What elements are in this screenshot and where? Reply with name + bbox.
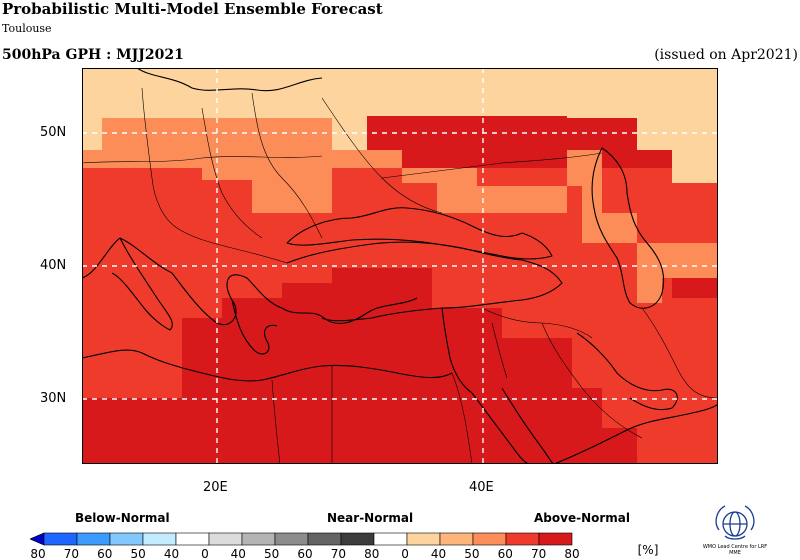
north-africa-coast [82,349,453,382]
map-title: Probabilistic Multi-Model Ensemble Forec… [2,0,383,18]
above-normal-label: Above-Normal [534,511,630,525]
near-swatch [340,532,375,546]
map-subtitle: Toulouse [2,22,52,35]
colorbar-tick-label: 60 [297,547,312,560]
colorbar-tick-label: 70 [331,547,346,560]
variable-label: 500hPa GPH : MJJ2021 [2,47,184,63]
europe-south-coast [82,237,418,326]
black-sea [286,207,553,260]
probability-colorbar: 80 70 60 50 40 0 40 50 60 70 80 0 40 50 60 70 80 [%] [30,532,659,560]
near-swatch [307,532,342,546]
levant-coast [441,307,473,394]
colorbar-tick-label: 50 [130,547,145,560]
lon-label-40: 40E [469,480,494,495]
above-swatch [439,532,474,546]
caspian-sea [591,147,665,309]
map-frame [82,68,718,464]
near-swatch [208,532,243,546]
colorbar-tick-label: 70 [64,547,79,560]
colorbar-tick-label: 40 [431,547,446,560]
colorbar-tick-label: 40 [164,547,179,560]
colorbar-tick-label: 60 [498,547,513,560]
lat-label-40: 40N [40,258,67,273]
grid-lines [82,68,718,464]
colorbar-arrow [30,532,45,546]
central-orange-rise [242,168,332,213]
near-swatch [175,532,210,546]
above-swatch [505,532,540,546]
below-normal-label: Below-Normal [75,511,170,525]
colorbar-ticks: 80 70 60 50 40 0 40 50 60 70 80 0 40 50 60 70 80 [30,547,579,560]
above-swatch [373,532,408,546]
lat-label-50: 50N [40,125,67,140]
below-swatch [142,532,177,546]
colorbar-tick-label: 70 [531,547,546,560]
turkey-outline [286,241,563,322]
above-swatch [406,532,441,546]
southern-band-red-ne [382,213,442,238]
below-swatch [43,532,78,546]
below-swatch [76,532,111,546]
baltic-north-coast [136,68,323,92]
near-swatch [241,532,276,546]
unit-label: [%] [638,543,659,557]
forecast-map [82,68,718,464]
north-band-light [82,68,718,183]
below-swatch [109,532,144,546]
lat-label-30: 30N [40,391,67,406]
above-swatch [538,532,573,546]
colorbar-tick-label: 50 [264,547,279,560]
italy-outline [111,237,173,331]
colorbar-tick-label: 80 [564,547,579,560]
colorbar-swatches [30,532,573,546]
colorbar-tick-label: 60 [97,547,112,560]
above-swatch [472,532,507,546]
lon-label-20: 20E [203,480,228,495]
central-band-orange [82,118,637,243]
arabia-coast [553,402,718,464]
colorbar-tick-label: 0 [401,547,409,560]
issued-label: (issued on Apr2021) [654,47,798,63]
southern-band-red [82,168,718,464]
greece-outline [231,299,278,355]
red-sea [471,387,555,464]
colorbar-tick-label: 80 [30,547,45,560]
near-swatch [274,532,309,546]
coastlines [82,68,718,464]
colorbar-tick-label: 0 [201,547,209,560]
borders [82,87,718,464]
wmo-caption: WMO Lead Centre for LRF MME [702,544,768,556]
colorbar-tick-label: 40 [231,547,246,560]
persian-gulf [576,332,678,411]
wmo-logo [715,505,755,540]
colorbar-tick-label: 50 [464,547,479,560]
near-normal-label: Near-Normal [327,511,414,525]
colorbar-tick-label: 80 [364,547,379,560]
